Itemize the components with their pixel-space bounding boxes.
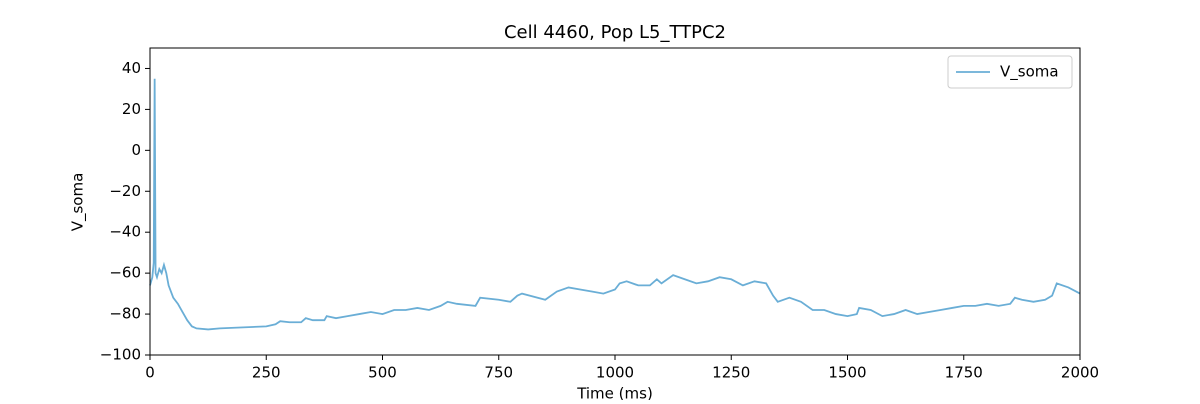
x-tick-label: 750: [484, 364, 513, 382]
y-tick-label: −100: [100, 346, 141, 364]
y-tick-label: 40: [122, 59, 141, 77]
y-axis-label: V_soma: [69, 173, 88, 232]
y-tick-label: 20: [122, 100, 141, 118]
legend-label: V_soma: [1000, 63, 1059, 82]
x-tick-label: 250: [252, 364, 281, 382]
x-axis-label: Time (ms): [576, 385, 653, 401]
y-tick-label: −80: [109, 305, 141, 323]
legend-box: [947, 55, 1073, 89]
x-tick-label: 1000: [596, 364, 634, 382]
x-tick-label: 0: [145, 364, 155, 382]
x-tick-label: 2000: [1061, 364, 1099, 382]
y-tick-label: −40: [109, 223, 141, 241]
y-tick-label: 0: [131, 141, 141, 159]
y-tick-label: −20: [109, 182, 141, 200]
x-tick-label: 1750: [945, 364, 983, 382]
x-tick-label: 1250: [712, 364, 750, 382]
x-tick-label: 1500: [828, 364, 866, 382]
chart-title: Cell 4460, Pop L5_TTPC2: [504, 22, 726, 43]
y-tick-label: −60: [109, 264, 141, 282]
data-line: [149, 78, 1081, 331]
x-tick-label: 500: [368, 364, 397, 382]
plot-frame: [149, 47, 1081, 356]
